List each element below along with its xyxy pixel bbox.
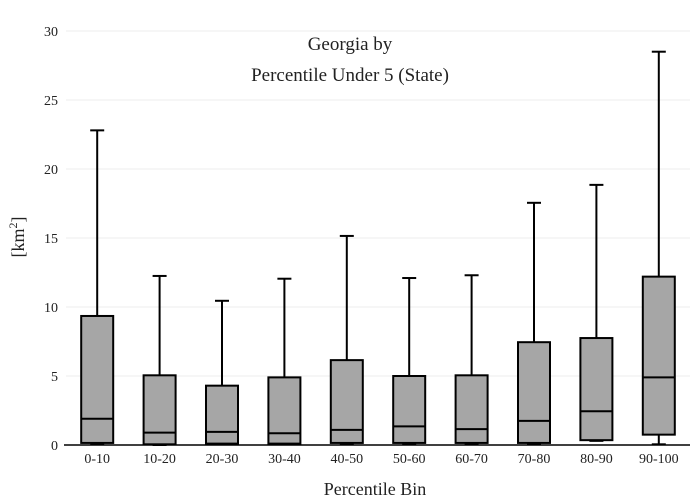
y-axis-title: [km2] [6,217,28,258]
box-80-90 [579,183,614,442]
box-iqr [142,374,177,446]
y-tick-label: 30 [44,25,58,40]
box-0-10 [80,129,115,445]
y-tick-label: 5 [51,370,58,385]
y-axis-title-superscript: 2 [6,223,20,229]
x-tick-label: 10-20 [143,452,176,467]
box-60-70 [454,274,489,446]
x-tick-label: 40-50 [330,452,363,467]
box-iqr [454,374,489,444]
box-iqr [80,314,115,444]
chart-title-line-2: Percentile Under 5 (State) [251,65,449,86]
x-axis-title: Percentile Bin [324,479,426,499]
y-tick-label: 10 [44,301,58,316]
chart-title-line-1: Georgia by [308,34,393,55]
box-10-20 [142,274,177,446]
box-series [80,50,676,446]
box-iqr [392,375,427,444]
x-tick-label: 30-40 [268,452,301,467]
box-iqr [517,341,551,444]
x-tick-label: 80-90 [580,452,613,467]
y-tick-label: 15 [44,232,58,247]
x-tick-label: 70-80 [518,452,551,467]
y-tick-label: 25 [44,94,58,109]
box-90-100 [641,50,676,446]
y-tick-labels: 0 5 10 15 20 25 30 [44,25,58,454]
y-axis-title-close: ] [8,217,28,223]
x-tick-label: 20-30 [206,452,239,467]
x-tick-labels: 0-10 10-20 20-30 30-40 40-50 50-60 60-70 70-80 8… [84,452,678,467]
y-tick-label: 20 [44,163,58,178]
y-tick-label: 0 [51,439,58,454]
box-iqr [641,275,676,436]
y-axis-title-base: [km [8,229,28,258]
box-20-30 [205,299,239,446]
box-40-50 [329,234,364,446]
x-tick-label: 90-100 [639,452,679,467]
box-iqr [205,384,239,445]
box-50-60 [392,277,427,446]
x-tick-label: 0-10 [84,452,110,467]
x-tick-label: 60-70 [455,452,488,467]
box-70-80 [517,201,551,446]
box-30-40 [267,277,302,446]
box-iqr [579,337,614,442]
x-tick-label: 50-60 [393,452,426,467]
